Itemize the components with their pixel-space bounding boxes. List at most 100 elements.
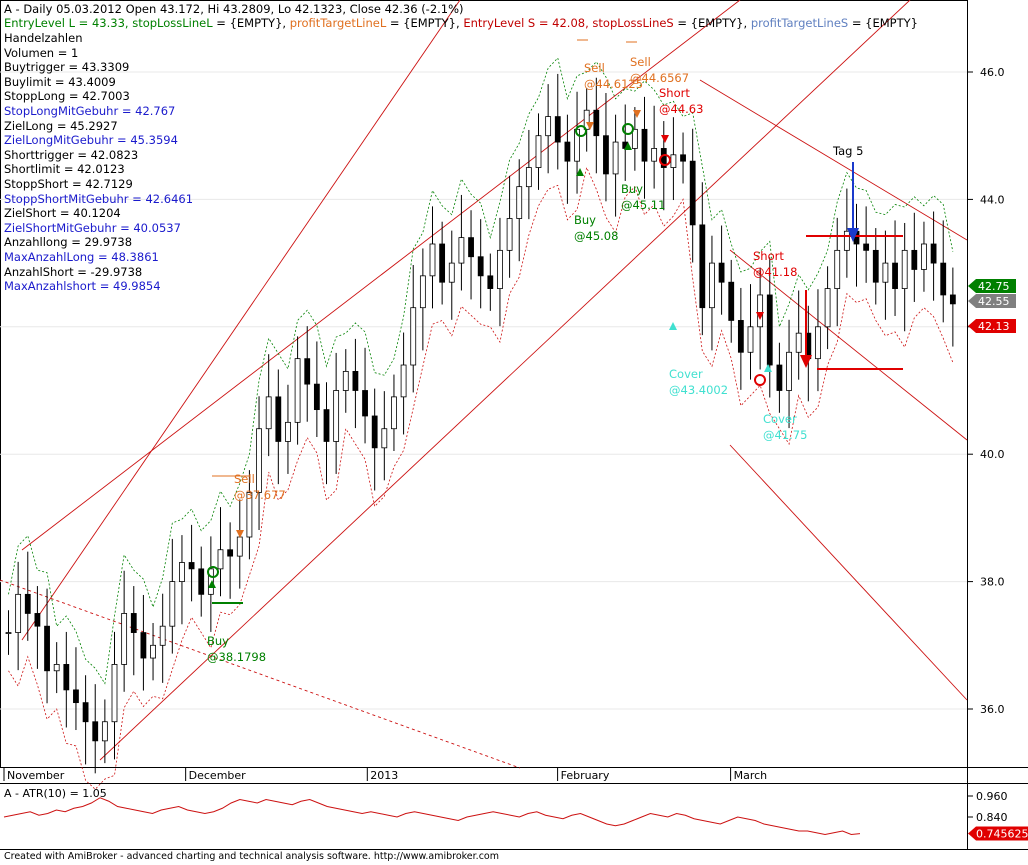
signal-label: Buy [621, 182, 643, 196]
signal-price: @44.63 [659, 102, 703, 116]
candle-body [631, 128, 638, 149]
candle-body [593, 109, 600, 137]
price-badge-label: 42.75 [978, 280, 1010, 293]
signal-circle [622, 123, 634, 135]
entry-level-segment: = {EMPTY}, [386, 16, 464, 30]
candle-body [101, 721, 108, 742]
candle-body [285, 421, 291, 442]
x-tick-label: March [734, 769, 768, 782]
candle-body [111, 664, 118, 723]
signal-label: Short [659, 86, 690, 100]
tag5-arrow-head [847, 228, 859, 242]
signal-circle [207, 566, 219, 578]
signal-arrow [208, 580, 216, 588]
channel-line [99, 0, 911, 761]
entry-level-segment: EntryLevel S = 42.08, [463, 16, 593, 30]
candle-body [949, 294, 956, 305]
candle-body [217, 549, 224, 570]
signal-price: @45.08 [574, 229, 618, 243]
candle-body [198, 568, 205, 595]
signal-label: Sell [234, 472, 255, 486]
candle-body [737, 320, 744, 353]
channel-line [21, 0, 741, 551]
candle-body [400, 364, 407, 398]
candle-body [179, 562, 185, 582]
candle-body [44, 625, 50, 672]
candle-body [342, 370, 349, 391]
signal-circle [754, 374, 766, 386]
channel-line [699, 79, 968, 241]
signal-marks: Sell @37.677 Buy @38.1798 Sell @44.6125 Sell @4… [207, 55, 863, 664]
candle-body [121, 613, 128, 665]
signal-arrow [624, 142, 632, 150]
x-tick-label: December [189, 769, 247, 782]
atr-title: A - ATR(10) = 1.05 [4, 787, 107, 800]
signal-arrow [236, 530, 244, 538]
stat-line: Shorttrigger = 42.0823 [4, 147, 139, 162]
candle-body [313, 383, 320, 411]
band-envelope [8, 57, 954, 790]
candle-body [699, 224, 706, 309]
candle-body [227, 549, 234, 557]
entry-levels-line: EntryLevel L = 43.33, stopLossLineL = {E… [4, 16, 918, 30]
candle-body [843, 230, 850, 251]
stat-line: Handelzahlen [4, 31, 83, 45]
stat-line: Shortlimit = 42.0123 [4, 162, 125, 177]
signal-label: Buy [574, 213, 596, 227]
stat-line: Buylimit = 43.4009 [4, 74, 116, 89]
candle-body [680, 154, 686, 162]
stat-line: AnzahlShort = -29.9738 [4, 264, 143, 279]
candle-body [381, 428, 388, 449]
candle-body [15, 593, 22, 633]
signal-price: @43.4002 [669, 383, 728, 397]
candle-body [24, 593, 31, 614]
signal-arrow [576, 168, 584, 176]
signal-price: @44.6567 [630, 71, 689, 85]
candle-body [911, 249, 918, 270]
entry-level-segment: = {EMPTY} [848, 16, 918, 30]
stat-line: Buytrigger = 43.3309 [4, 60, 130, 75]
y-tick-label: 46.0 [980, 66, 1005, 79]
candle-body [776, 364, 783, 391]
signal-label: Tag 5 [832, 144, 863, 158]
signal-circle [659, 154, 671, 166]
candle-body [497, 249, 503, 289]
candle-body [333, 390, 340, 442]
candle-body [795, 332, 802, 353]
dashed-trend [0, 579, 521, 769]
signal-arrow [669, 322, 677, 330]
entry-level-segment: profitTargetLineL [289, 16, 387, 30]
candle-body [130, 613, 137, 633]
stat-line: ZielShort = 40.1204 [4, 206, 121, 221]
candle-body [670, 154, 677, 168]
candle-body [872, 249, 879, 283]
signal-arrow [633, 110, 641, 118]
price-badge-label: 42.55 [978, 295, 1010, 308]
candle-body [53, 664, 60, 672]
signal-arrow [661, 135, 669, 143]
price-badges: 42.75 42.55 42.13 [968, 279, 1016, 333]
candle-body [757, 294, 764, 328]
candle-body [439, 243, 446, 283]
candle-body [150, 644, 156, 659]
trend-channels [0, 0, 968, 769]
entry-level-segment: profitTargetLineS [750, 16, 849, 30]
stat-line: Volumen = 1 [4, 45, 79, 60]
footer-credit: Created with AmiBroker - advanced charti… [4, 851, 499, 862]
price-badge [968, 279, 1016, 293]
price-badge [968, 319, 1016, 333]
candle-body [516, 186, 523, 219]
candle-body [159, 625, 166, 646]
candle-body [391, 396, 397, 430]
chart-title: A - Daily 05.03.2012 Open 43.172, Hi 43.… [4, 2, 464, 16]
candle-body [612, 141, 619, 175]
candle-body [362, 390, 368, 417]
candle-body [236, 536, 243, 557]
signal-arrow [764, 364, 772, 372]
chart-header: A - Daily 05.03.2012 Open 43.172, Hi 43.… [4, 2, 918, 30]
signal-label: Sell [584, 61, 605, 75]
candle-body [815, 326, 821, 360]
candle-body [709, 262, 715, 309]
candle-body [535, 135, 542, 168]
signal-label: Cover [669, 367, 703, 381]
